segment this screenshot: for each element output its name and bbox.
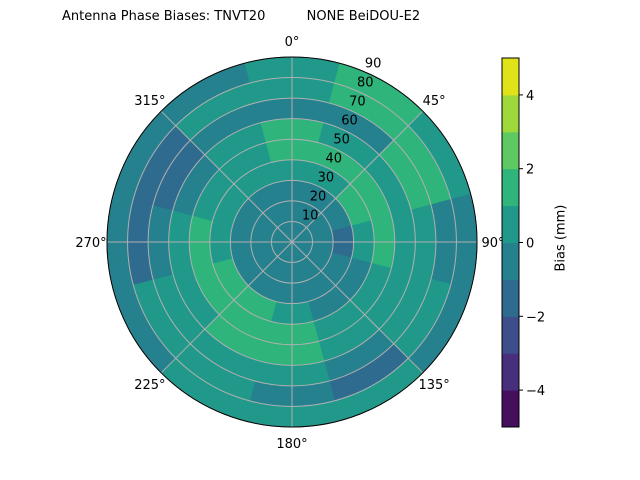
theta-grid-line [160, 110, 293, 243]
theta-grid-line [291, 110, 424, 243]
chart-title: Antenna Phase Biases: TNVT20 NONE BeiDOU… [62, 9, 421, 24]
colorbar-tick-label: 2 [526, 163, 534, 178]
theta-tick-label: 270° [75, 236, 106, 251]
colorbar-segment [502, 94, 519, 133]
r-tick-label: 80 [357, 76, 374, 91]
colorbar-tick-label: −4 [526, 384, 545, 399]
theta-grid-line [291, 241, 424, 374]
colorbar-segment [502, 205, 519, 243]
theta-tick-label: 0° [285, 35, 300, 50]
theta-tick-label: 135° [418, 378, 449, 393]
colorbar-segment [502, 390, 519, 428]
colorbar-tick-label: 0 [526, 237, 534, 252]
colorbar-segment [502, 131, 519, 170]
colorbar-segment [502, 242, 519, 280]
r-tick-label: 70 [349, 95, 366, 110]
colorbar-segment [502, 58, 519, 96]
r-tick-label: 20 [310, 189, 327, 204]
r-tick-label: 10 [302, 208, 319, 223]
polar-frame [106, 56, 478, 428]
theta-grid-line [160, 241, 293, 374]
colorbar-segment [502, 168, 519, 207]
theta-tick-label: 45° [423, 94, 446, 109]
colorbar-segment [502, 316, 519, 354]
r-tick-label: 60 [341, 114, 358, 129]
theta-tick-label: 90° [481, 236, 504, 251]
colorbar-label: Bias (mm) [553, 204, 569, 272]
theta-tick-label: 225° [134, 378, 165, 393]
r-tick-label: 30 [318, 170, 335, 185]
colorbar-tick-label: 4 [526, 89, 534, 104]
theta-tick-label: 180° [276, 437, 307, 452]
theta-tick-label: 315° [134, 94, 165, 109]
r-tick-label: 40 [325, 151, 342, 166]
colorbar-tick-label: −2 [526, 310, 545, 325]
r-tick-label: 50 [333, 133, 350, 148]
colorbar-segment [502, 353, 519, 391]
r-tick-label: 90 [365, 57, 382, 72]
colorbar-segment [502, 279, 519, 317]
